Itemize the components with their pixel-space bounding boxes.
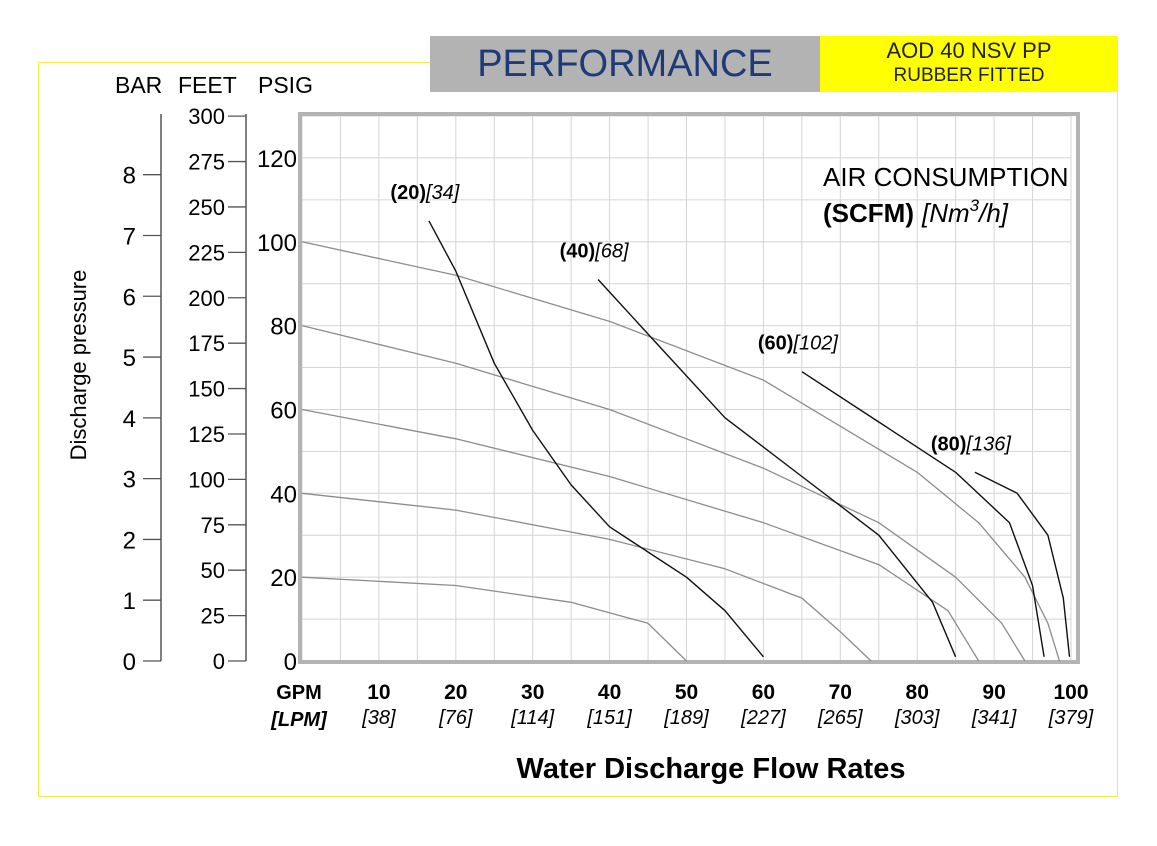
- x-axis-label: Water Discharge Flow Rates: [517, 753, 906, 785]
- x-tick-gpm: 100: [1053, 681, 1088, 704]
- air-curve: [801, 371, 1045, 657]
- feet-tick-label: 50: [201, 558, 225, 583]
- air-curve-label-nm: [34]: [425, 182, 460, 204]
- x-tick-gpm: 70: [829, 681, 852, 704]
- feet-tick-label: 275: [188, 150, 225, 175]
- plot-border: [298, 112, 1080, 664]
- x-tick-lpm: [38]: [361, 707, 396, 729]
- x-tick-gpm: 20: [444, 681, 467, 704]
- pressure-curve: [301, 241, 1061, 662]
- x-unit-lpm: [LPM]: [270, 709, 328, 731]
- feet-tick-label: 25: [201, 604, 225, 629]
- air-legend-scfm: (SCFM): [823, 198, 914, 228]
- air-curve-label-scfm: (80): [931, 433, 967, 455]
- feet-axis-header: FEET: [178, 72, 237, 98]
- psig-tick-label: 20: [270, 565, 297, 592]
- air-curve-label-scfm: (40): [560, 241, 596, 263]
- x-tick-lpm: [151]: [586, 707, 632, 729]
- x-tick-gpm: 60: [752, 681, 775, 704]
- feet-ticks: 0 25 50 75 100 125 150 175 200 225 250 275 300: [188, 104, 246, 674]
- feet-tick-label: 150: [188, 377, 225, 402]
- feet-tick-label: 125: [188, 422, 225, 447]
- model-fitting: RUBBER FITTED: [893, 65, 1045, 86]
- bar-tick-label: 5: [123, 345, 136, 372]
- air-curve-label-nm: [102]: [792, 333, 838, 355]
- psig-tick-label: 0: [284, 649, 297, 676]
- psig-tick-label: 80: [270, 314, 297, 341]
- x-tick-lpm: [379]: [1048, 707, 1094, 729]
- model-name: AOD 40 NSV PP: [886, 38, 1052, 63]
- x-tick-lpm: [341]: [971, 707, 1017, 729]
- air-legend-nm-prefix: [Nm: [921, 198, 970, 228]
- air-curve-label-nm: [136]: [965, 433, 1011, 455]
- psig-tick-label: 60: [270, 397, 297, 424]
- x-tick-gpm: 90: [982, 681, 1005, 704]
- air-curve: [428, 220, 764, 658]
- pressure-curves: [301, 241, 1061, 662]
- feet-tick-label: 75: [201, 513, 225, 538]
- pressure-curve: [301, 576, 687, 662]
- air-curve-label: (20)[34]: [390, 182, 459, 204]
- x-tick-lpm: [189]: [663, 707, 709, 729]
- bar-tick-label: 0: [123, 649, 136, 676]
- psig-axis-header: PSIG: [258, 72, 313, 98]
- y-axis-label: Discharge pressure: [66, 270, 91, 461]
- bar-tick-label: 4: [123, 406, 136, 433]
- feet-tick-label: 175: [188, 331, 225, 356]
- x-tick-gpm: 10: [367, 681, 390, 704]
- feet-tick-label: 100: [188, 467, 225, 492]
- model-label: AOD 40 NSV PP RUBBER FITTED: [820, 36, 1118, 92]
- psig-tick-label: 120: [257, 146, 297, 173]
- air-curve-label: (80)[136]: [931, 433, 1012, 455]
- air-legend-nm-suffix: /h]: [977, 198, 1009, 228]
- page-title: PERFORMANCE: [430, 36, 820, 92]
- bar-tick-label: 3: [123, 467, 136, 494]
- air-curve-label-nm: [68]: [594, 241, 629, 263]
- bar-tick-label: 7: [123, 223, 136, 250]
- x-tick-lpm: [114]: [510, 707, 554, 729]
- x-tick-gpm: 30: [521, 681, 544, 704]
- feet-tick-label: 0: [213, 649, 225, 674]
- air-curve-labels: (20)[34] (40)[68] (60)[102] (80)[136]: [390, 182, 1011, 456]
- bar-tick-label: 1: [123, 588, 136, 615]
- air-curve-label: (40)[68]: [560, 241, 629, 263]
- x-tick-gpm: 80: [906, 681, 929, 704]
- psig-tick-label: 100: [257, 230, 297, 257]
- pressure-curve: [301, 492, 872, 662]
- pressure-curve: [301, 324, 1026, 662]
- air-curve-label-scfm: (60): [758, 333, 794, 355]
- air-curve: [974, 471, 1071, 657]
- psig-ticks: 0 20 40 60 80 100 120: [257, 146, 297, 676]
- air-curves: [428, 220, 1071, 658]
- air-legend-line2: (SCFM) [Nm3/h]: [823, 196, 1009, 228]
- feet-tick-label: 300: [188, 104, 225, 129]
- air-legend-line1: AIR CONSUMPTION: [823, 162, 1069, 192]
- air-curve-label: (60)[102]: [758, 333, 839, 355]
- x-tick-gpm: 40: [598, 681, 621, 704]
- air-curve-label-scfm: (20): [390, 182, 426, 204]
- bar-ticks: 0 1 2 3 4 5 6 7 8: [123, 163, 161, 676]
- air-legend-nm: [Nm3/h]: [921, 196, 1009, 228]
- air-legend-nm-sup: 3: [970, 196, 980, 215]
- x-unit-gpm: GPM: [276, 682, 322, 704]
- x-tick-lpm: [265]: [817, 707, 863, 729]
- x-tick-lpm: [227]: [740, 707, 786, 729]
- air-curve: [597, 279, 957, 658]
- feet-tick-label: 200: [188, 286, 225, 311]
- bar-tick-label: 2: [123, 527, 136, 554]
- bar-axis-header: BAR: [115, 72, 162, 98]
- pressure-curve: [301, 408, 980, 662]
- bar-tick-label: 6: [123, 284, 136, 311]
- x-tick-gpm: 50: [675, 681, 698, 704]
- x-ticks: 10 [38] 20 [76] 30 [114] 40 [151] 50 [189] 60 [227]…: [361, 681, 1093, 729]
- feet-tick-label: 250: [188, 195, 225, 220]
- bar-tick-label: 8: [123, 163, 136, 190]
- psig-tick-label: 40: [270, 481, 297, 508]
- x-tick-lpm: [303]: [894, 707, 940, 729]
- feet-tick-label: 225: [188, 240, 225, 265]
- x-tick-lpm: [76]: [438, 707, 473, 729]
